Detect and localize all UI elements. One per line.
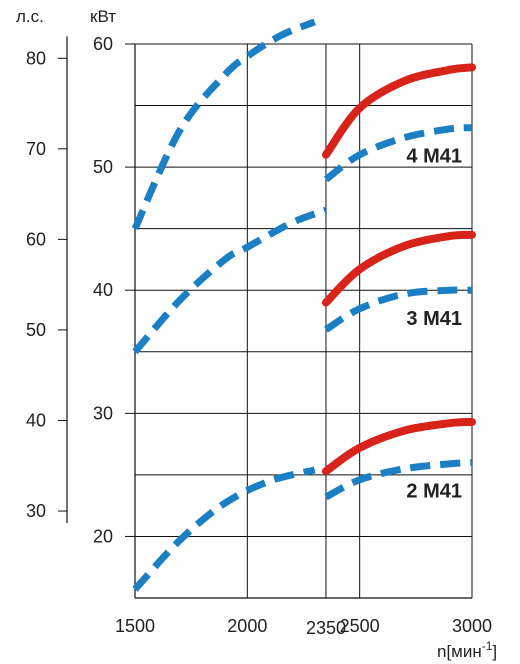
x-tick-label: 2500 xyxy=(340,616,380,636)
y-axis-label-kw: кВт xyxy=(90,7,116,26)
dashed-curve-low-rpm xyxy=(132,466,316,592)
x-axis-label-exponent: -1 xyxy=(482,639,493,653)
model-label: 2 M41 xyxy=(406,481,462,503)
solid-curve xyxy=(321,63,476,159)
x-axis-label: n[мин-1] xyxy=(437,639,497,661)
x-tick-label: 3000 xyxy=(452,616,492,636)
kw-tick-label: 20 xyxy=(93,526,113,546)
model-series xyxy=(131,18,476,231)
kw-tick-label: 50 xyxy=(93,157,113,177)
grid xyxy=(58,36,473,599)
hp-tick-label: 30 xyxy=(26,501,46,521)
x-tick-label: 1500 xyxy=(115,616,155,636)
kw-tick-label: 40 xyxy=(93,280,113,300)
x-tick-label: 2350 xyxy=(306,618,346,638)
dashed-curve-low-rpm xyxy=(131,18,317,231)
model-label: 3 M41 xyxy=(406,308,462,330)
x-tick-label: 2000 xyxy=(227,616,267,636)
model-label: 4 M41 xyxy=(406,146,462,168)
solid-curve xyxy=(321,417,476,476)
dashed-curve-high-rpm xyxy=(324,459,473,501)
hp-tick-label: 70 xyxy=(26,139,46,159)
kw-tick-label: 30 xyxy=(93,403,113,423)
labels: кВт л.с. n[мин-1] 60 50 40 30 20 80 70 60 50 40 30… xyxy=(16,7,497,661)
hp-tick-label: 80 xyxy=(26,48,46,68)
curves xyxy=(131,18,476,592)
dashed-curve-low-rpm xyxy=(132,206,328,355)
x-axis-label-main: n[мин xyxy=(437,642,482,661)
model-series xyxy=(132,417,476,592)
y-axis-label-hp: л.с. xyxy=(16,7,44,26)
hp-tick-label: 50 xyxy=(26,320,46,340)
kw-tick-label: 60 xyxy=(93,34,113,54)
x-axis-label-close: ] xyxy=(492,642,497,661)
model-series xyxy=(132,206,476,355)
hp-tick-label: 40 xyxy=(26,410,46,430)
hp-tick-label: 60 xyxy=(26,229,46,249)
solid-curve xyxy=(321,230,476,307)
